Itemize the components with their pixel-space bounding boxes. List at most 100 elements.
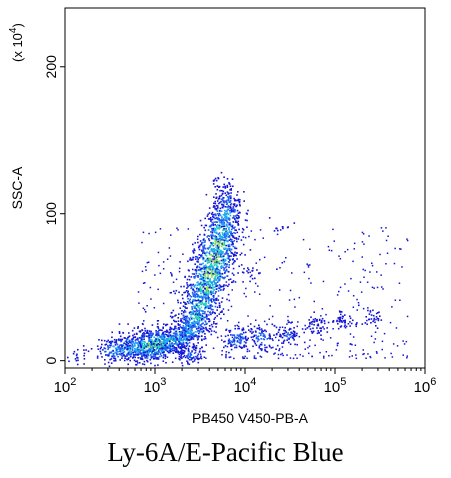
- event-point: [188, 275, 190, 278]
- event-point: [203, 265, 205, 267]
- event-point: [196, 260, 198, 263]
- event-point: [227, 257, 230, 260]
- event-point: [162, 349, 164, 352]
- event-point: [170, 234, 172, 236]
- event-point: [281, 342, 283, 344]
- event-point: [271, 338, 273, 340]
- event-point: [187, 290, 189, 293]
- event-point: [220, 198, 223, 201]
- event-point: [217, 268, 220, 271]
- event-point: [198, 332, 200, 335]
- event-point: [204, 283, 206, 285]
- event-point: [213, 278, 216, 281]
- event-point: [132, 341, 134, 343]
- event-point: [203, 273, 206, 276]
- event-point: [196, 290, 199, 292]
- event-point: [143, 320, 145, 322]
- event-point: [402, 340, 404, 342]
- event-point: [107, 346, 109, 348]
- event-point: [155, 332, 157, 334]
- event-point: [351, 355, 353, 357]
- event-point: [224, 206, 227, 208]
- event-point: [217, 287, 220, 289]
- event-point: [121, 354, 123, 357]
- event-point: [241, 346, 244, 349]
- event-point: [376, 286, 379, 289]
- event-point: [396, 345, 399, 347]
- event-point: [213, 256, 216, 258]
- event-point: [197, 305, 199, 307]
- event-point: [153, 349, 155, 351]
- event-point: [209, 328, 212, 330]
- event-point: [273, 230, 276, 232]
- event-point: [339, 325, 342, 328]
- event-point: [140, 339, 143, 342]
- event-point: [202, 322, 204, 324]
- event-point: [205, 298, 207, 300]
- event-point: [287, 315, 289, 318]
- event-point: [121, 355, 124, 358]
- density-cluster: [268, 217, 296, 232]
- event-point: [169, 336, 172, 338]
- event-point: [183, 351, 186, 353]
- event-point: [257, 338, 260, 341]
- event-point: [213, 322, 215, 325]
- event-point: [201, 301, 204, 304]
- event-point: [187, 298, 189, 300]
- event-point: [149, 338, 151, 341]
- event-point: [222, 219, 224, 222]
- event-point: [216, 244, 219, 247]
- event-point: [172, 343, 174, 345]
- event-point: [233, 246, 236, 249]
- event-point: [215, 221, 218, 223]
- event-point: [182, 321, 184, 324]
- event-point: [375, 351, 378, 353]
- event-point: [222, 266, 224, 269]
- event-point: [142, 351, 145, 354]
- event-point: [184, 315, 187, 318]
- event-point: [229, 189, 231, 191]
- event-point: [183, 327, 185, 329]
- event-point: [224, 233, 226, 236]
- event-point: [206, 247, 209, 250]
- event-point: [347, 290, 350, 292]
- event-point: [261, 331, 263, 333]
- event-point: [156, 326, 159, 328]
- event-point: [237, 220, 240, 223]
- event-point: [387, 235, 389, 237]
- event-point: [208, 331, 211, 333]
- event-point: [175, 338, 177, 340]
- event-point: [140, 349, 142, 351]
- event-point: [144, 345, 146, 348]
- event-point: [199, 314, 201, 316]
- event-point: [237, 191, 239, 193]
- event-point: [156, 323, 159, 325]
- event-point: [332, 321, 334, 323]
- event-point: [219, 277, 221, 280]
- event-point: [115, 340, 118, 342]
- event-point: [229, 250, 232, 252]
- event-point: [271, 323, 274, 326]
- y-multiplier-suffix: ): [10, 23, 25, 27]
- density-cluster: [215, 325, 256, 354]
- event-point: [205, 269, 208, 272]
- event-point: [228, 329, 230, 332]
- event-point: [365, 316, 367, 318]
- event-point: [170, 335, 173, 337]
- event-point: [219, 289, 222, 291]
- event-point: [280, 335, 282, 338]
- event-point: [237, 272, 239, 274]
- event-point: [406, 238, 408, 240]
- event-point: [210, 333, 213, 336]
- event-point: [128, 346, 131, 348]
- event-point: [268, 344, 271, 347]
- event-point: [201, 338, 203, 341]
- event-point: [220, 301, 223, 303]
- event-point: [142, 349, 144, 352]
- event-point: [269, 335, 271, 337]
- event-point: [306, 327, 309, 329]
- event-point: [231, 252, 233, 254]
- event-point: [254, 238, 256, 241]
- event-point: [168, 247, 171, 249]
- event-point: [115, 352, 118, 355]
